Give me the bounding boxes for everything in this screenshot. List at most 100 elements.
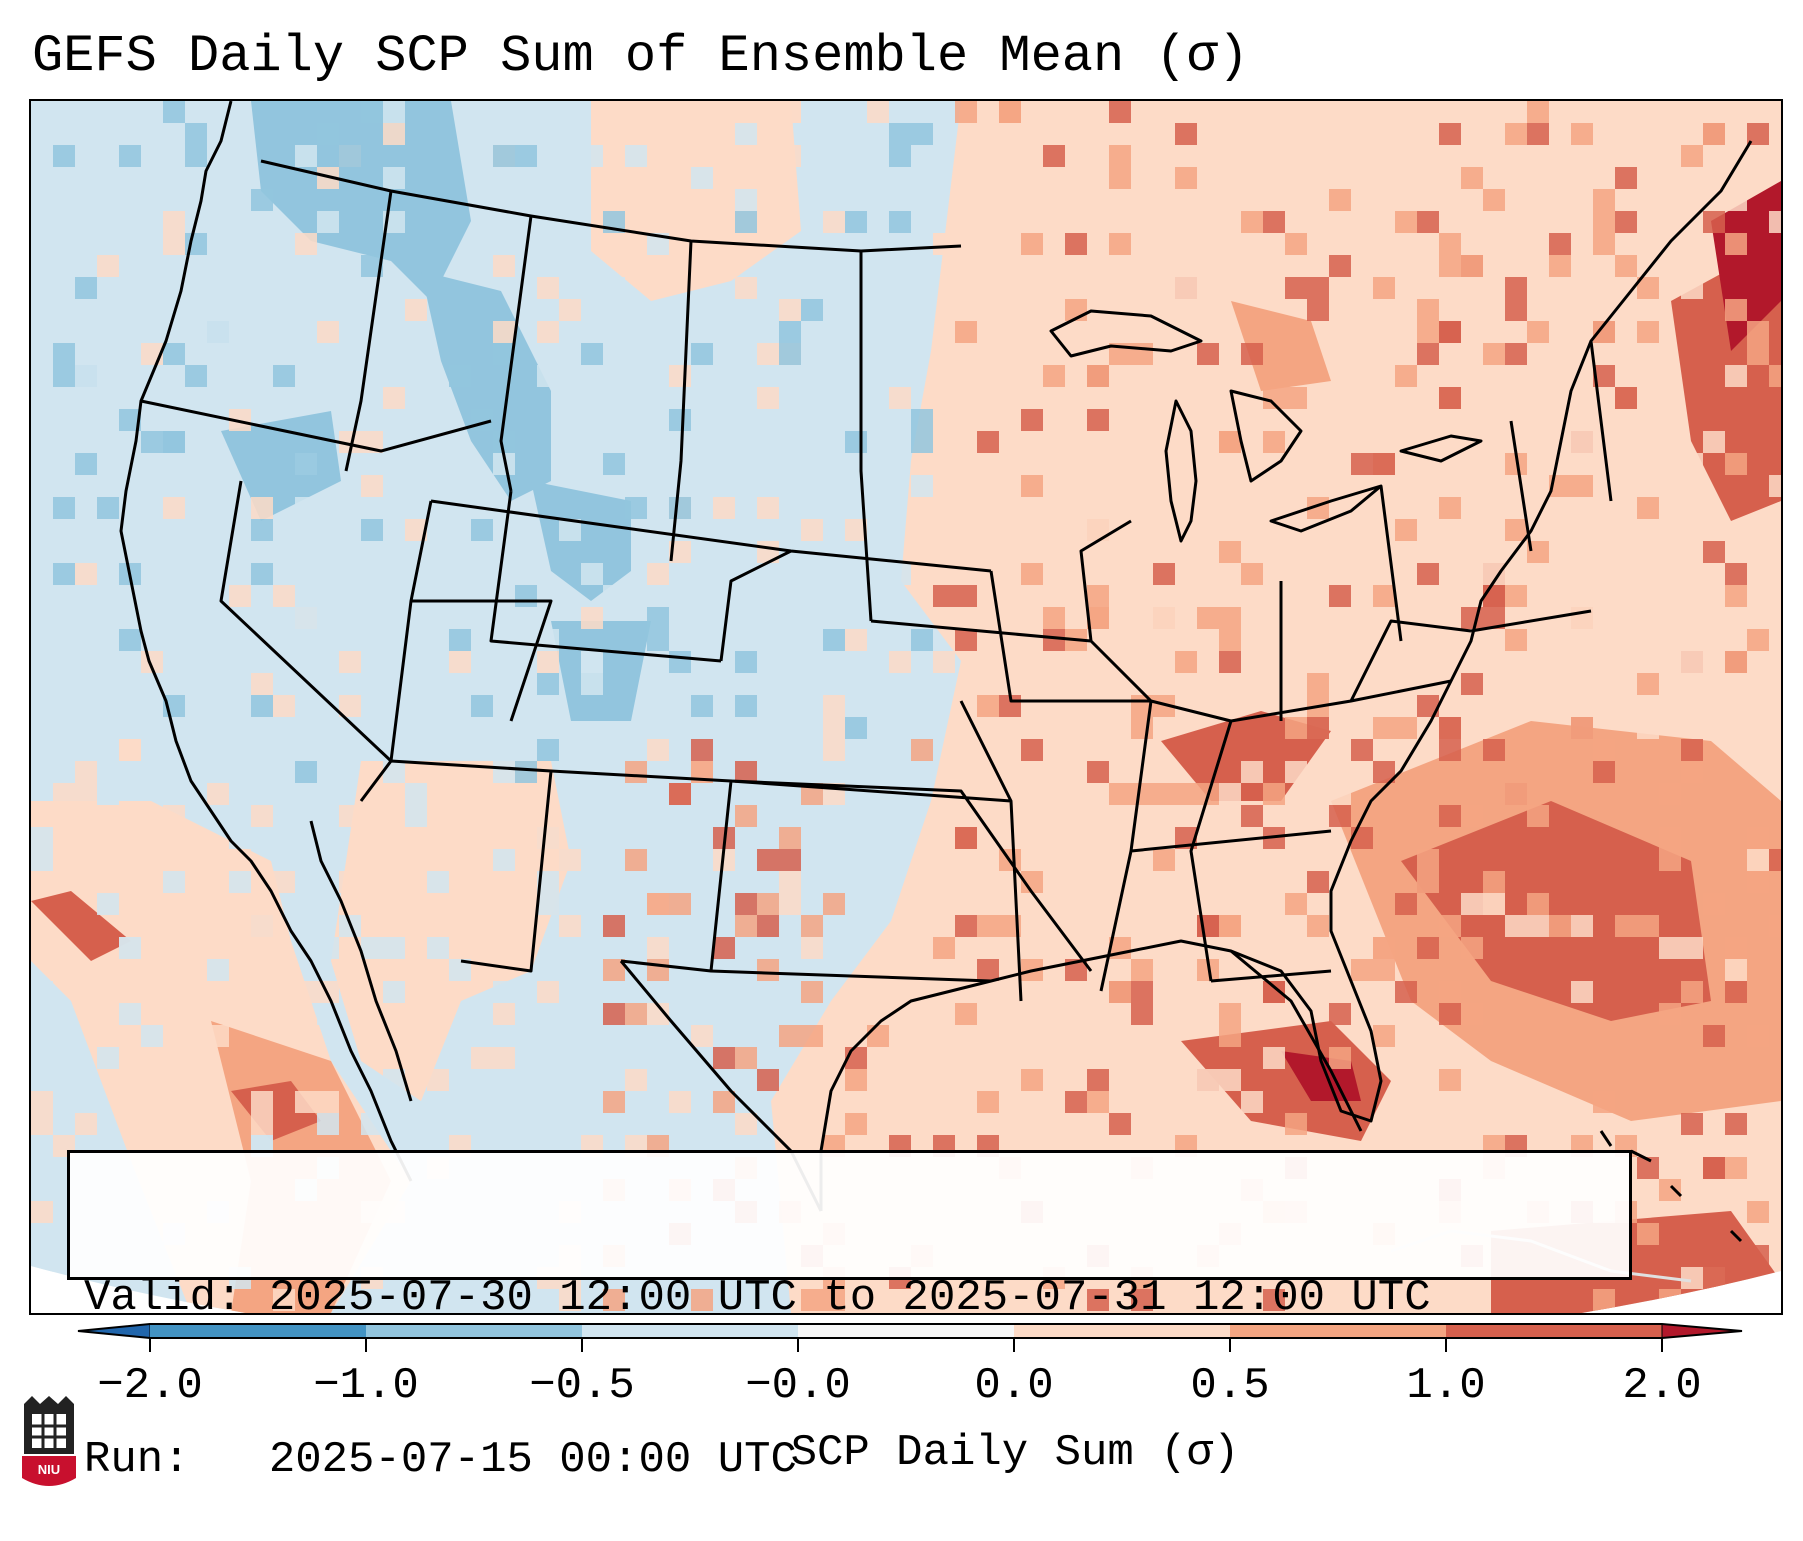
grid-cell [1219, 783, 1241, 805]
grid-cell [1021, 233, 1043, 255]
grid-cell [515, 585, 537, 607]
grid-cell [1065, 849, 1087, 871]
grid-cell [53, 563, 75, 585]
grid-cell [1241, 563, 1263, 585]
grid-cell [1483, 189, 1505, 211]
grid-cell [1461, 805, 1483, 827]
grid-cell [97, 1047, 119, 1069]
grid-cell [1329, 1003, 1351, 1025]
grid-cell [1505, 123, 1527, 145]
grid-cell [669, 893, 691, 915]
grid-cell [713, 585, 735, 607]
grid-cell [537, 277, 559, 299]
grid-cell [1681, 1113, 1703, 1135]
grid-cell [251, 519, 273, 541]
map-canvas [31, 101, 1781, 1313]
grid-cell [295, 453, 317, 475]
grid-cell [1131, 959, 1153, 981]
colorbar-segment [798, 1324, 1014, 1338]
colorbar-tick-label: 0.5 [1190, 1361, 1270, 1411]
grid-cell [273, 1289, 295, 1311]
grid-cell [1483, 343, 1505, 365]
grid-cell [185, 849, 207, 871]
grid-cell [405, 519, 427, 541]
grid-cell [647, 937, 669, 959]
map-title: GEFS Daily SCP Sum of Ensemble Mean (σ) [32, 27, 1249, 86]
grid-cell [1373, 453, 1395, 475]
grid-cell [845, 717, 867, 739]
grid-cell [471, 1113, 493, 1135]
grid-cell [141, 827, 163, 849]
grid-cell [383, 1069, 405, 1091]
grid-cell [1725, 585, 1747, 607]
grid-cell [1263, 937, 1285, 959]
grid-cell [1417, 871, 1439, 893]
grid-cell [911, 299, 933, 321]
grid-cell [493, 915, 515, 937]
grid-cell [339, 695, 361, 717]
grid-cell [1219, 915, 1241, 937]
grid-cell [1725, 189, 1747, 211]
grid-cell [1461, 167, 1483, 189]
grid-cell [53, 761, 75, 783]
grid-cell [383, 981, 405, 1003]
grid-cell [1725, 1157, 1747, 1179]
grid-cell [537, 827, 559, 849]
grid-cell [1175, 277, 1197, 299]
grid-cell [669, 497, 691, 519]
grid-cell [1725, 937, 1747, 959]
grid-cell [581, 651, 603, 673]
grid-cell [559, 915, 581, 937]
grid-cell [1461, 673, 1483, 695]
grid-cell [1263, 387, 1285, 409]
grid-cell [1615, 849, 1637, 871]
grid-cell [1505, 783, 1527, 805]
grid-cell [1263, 783, 1285, 805]
grid-cell [361, 101, 383, 123]
grid-cell [1725, 981, 1747, 1003]
grid-cell [207, 783, 229, 805]
grid-cell [779, 145, 801, 167]
logo-text: NIU [38, 1462, 60, 1477]
grid-cell [1329, 585, 1351, 607]
grid-cell [361, 937, 383, 959]
grid-cell [691, 739, 713, 761]
grid-cell [295, 255, 317, 277]
grid-cell [97, 1025, 119, 1047]
colorbar-extend-low [77, 1323, 151, 1339]
grid-cell [471, 519, 493, 541]
grid-cell [1439, 123, 1461, 145]
grid-cell [1637, 673, 1659, 695]
grid-cell [735, 805, 757, 827]
grid-cell [1395, 519, 1417, 541]
baja-coastline [309, 820, 413, 1102]
grid-cell [1637, 431, 1659, 453]
grid-cell [1703, 123, 1725, 145]
colorbar-segment [366, 1324, 582, 1338]
grid-cell [1549, 255, 1571, 277]
grid-cell [1659, 563, 1681, 585]
colorbar-ticks [149, 1338, 1663, 1352]
grid-cell [1021, 871, 1043, 893]
grid-cell [163, 871, 185, 893]
grid-cell [735, 211, 757, 233]
grid-cell [53, 783, 75, 805]
grid-cell [647, 629, 669, 651]
grid-cell [515, 1047, 537, 1069]
grid-cell [1593, 233, 1615, 255]
bahamas-islands [1599, 1130, 1743, 1243]
grid-cell [1087, 519, 1109, 541]
grid-cell [295, 761, 317, 783]
grid-cell [1043, 145, 1065, 167]
grid-cell [889, 123, 911, 145]
grid-cell [251, 1091, 273, 1113]
grid-cell [1747, 1025, 1769, 1047]
grid-cell [1725, 299, 1747, 321]
grid-cell [581, 563, 603, 585]
grid-cell [955, 915, 977, 937]
grid-cell [163, 805, 185, 827]
grid-cell [823, 893, 845, 915]
grid-cell [669, 541, 691, 563]
grid-cell [911, 475, 933, 497]
grid-cell [31, 123, 53, 145]
